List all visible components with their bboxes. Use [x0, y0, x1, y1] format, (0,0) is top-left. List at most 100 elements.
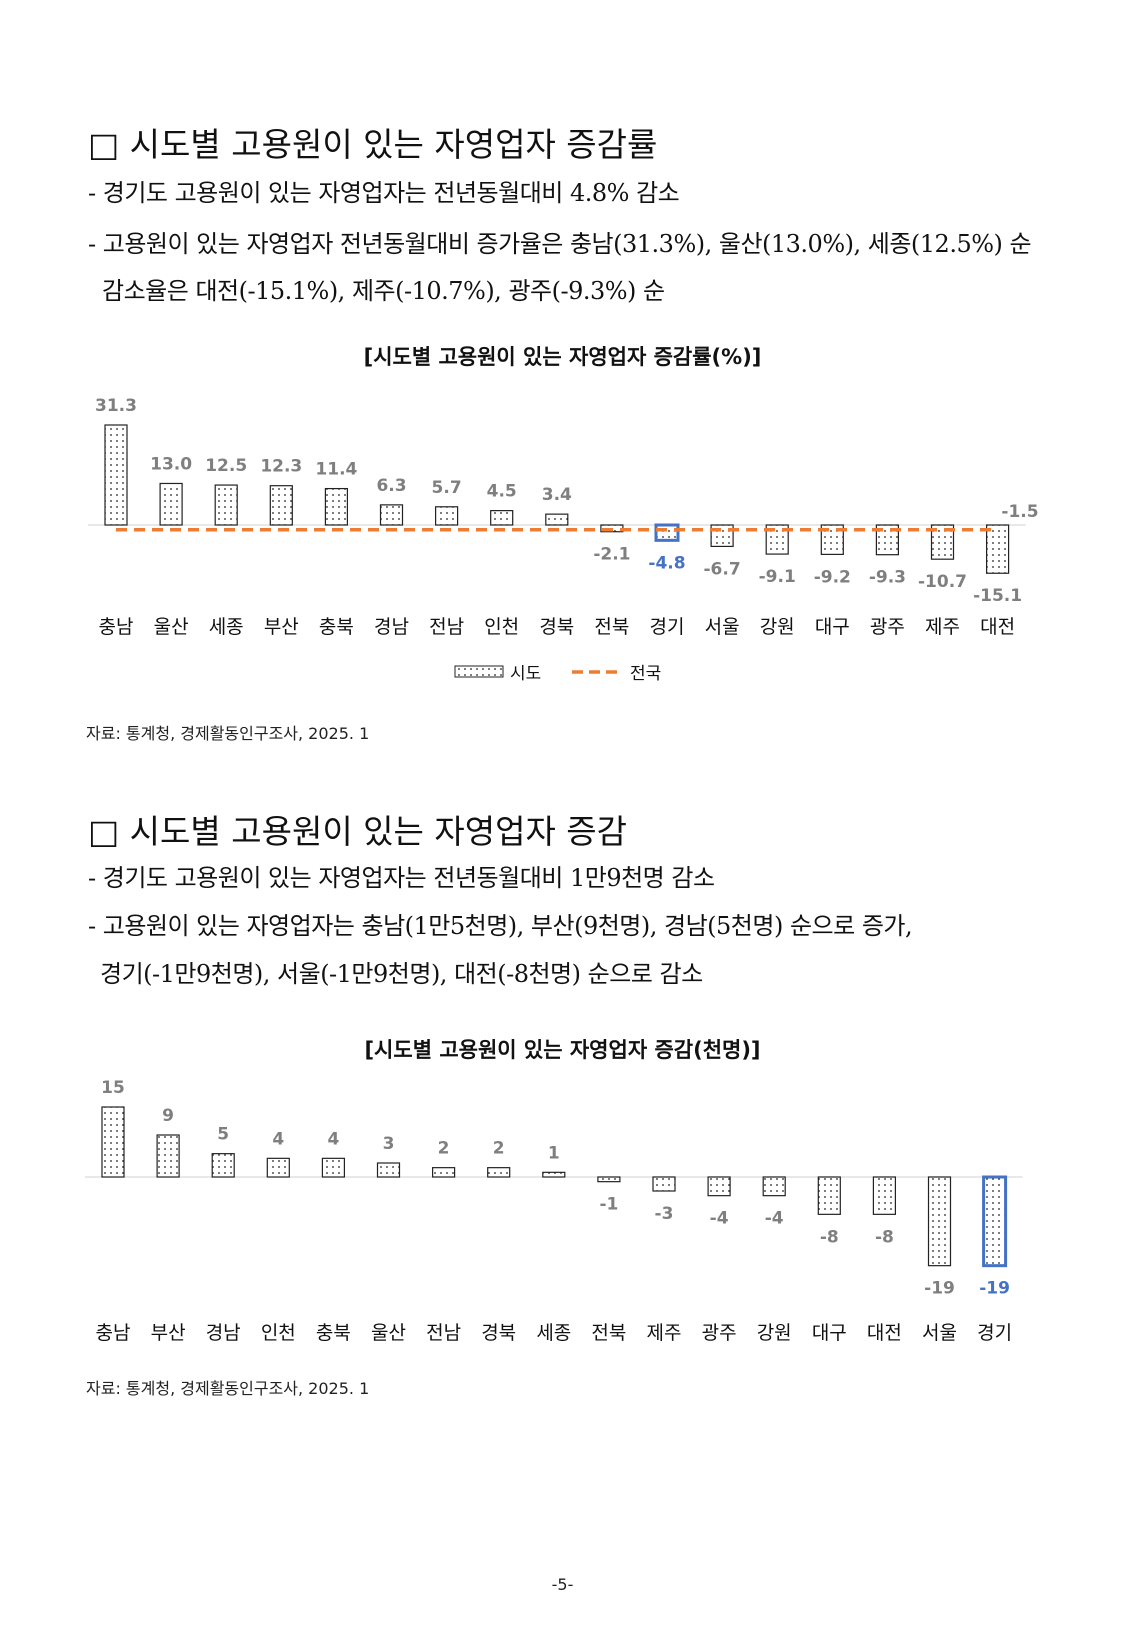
section1-bullet-1: - 경기도 고용원이 있는 자영업자는 전년동월대비 4.8% 감소 — [88, 179, 680, 207]
value-label: -9.1 — [759, 567, 796, 587]
section1-bullet-2: - 고용원이 있는 자영업자 전년동월대비 증가율은 충남(31.3%), 울산… — [88, 230, 1032, 258]
chart2-title: [시도별 고용원이 있는 자영업자 증감(천명)] — [364, 1038, 761, 1062]
category-label: 세종 — [209, 616, 244, 638]
value-label: -19 — [979, 1279, 1010, 1299]
category-label: 경북 — [539, 616, 574, 638]
value-label: 3.4 — [542, 485, 572, 505]
value-label: 2 — [493, 1139, 505, 1159]
category-label: 충남 — [96, 1322, 131, 1344]
section2-bullet-3: 경기(-1만9천명), 서울(-1만9천명), 대전(-8천명) 순으로 감소 — [100, 960, 703, 988]
bar — [817, 1176, 841, 1215]
bar — [490, 510, 514, 526]
category-label: 전남 — [429, 616, 464, 638]
bar — [542, 1171, 566, 1178]
category-label: 부산 — [151, 1322, 186, 1344]
section2-title: □ 시도별 고용원이 있는 자영업자 증감 — [88, 812, 628, 851]
value-label: -4 — [710, 1209, 729, 1229]
bar — [104, 424, 128, 526]
value-label: -1 — [599, 1195, 618, 1215]
category-label: 전북 — [591, 1322, 626, 1344]
bar — [875, 524, 900, 556]
category-label: 경기 — [650, 616, 685, 638]
bar — [930, 524, 955, 560]
value-label: -3 — [655, 1204, 674, 1224]
bar — [765, 524, 789, 555]
category-label: 광주 — [870, 616, 905, 638]
category-label: 인천 — [484, 616, 519, 638]
value-label: 5.7 — [432, 478, 462, 498]
value-label: 3 — [383, 1134, 395, 1154]
value-label: -15.1 — [973, 586, 1022, 606]
page-number: -5- — [551, 1575, 574, 1594]
value-label: -8 — [820, 1227, 839, 1247]
national-label: -1.5 — [1001, 502, 1038, 522]
legend-bar-swatch — [454, 665, 504, 678]
category-label: 경북 — [481, 1322, 516, 1344]
bar — [545, 513, 569, 526]
bar — [266, 1157, 290, 1178]
value-label: 2 — [438, 1139, 450, 1159]
value-label: 4 — [327, 1129, 339, 1149]
value-label: -4 — [765, 1209, 784, 1229]
section2-bullet-1: - 경기도 고용원이 있는 자영업자는 전년동월대비 1만9천명 감소 — [88, 864, 715, 892]
bar — [927, 1176, 952, 1267]
bar — [379, 504, 404, 526]
value-label: 31.3 — [95, 396, 137, 416]
category-label: 대전 — [980, 616, 1015, 638]
category-label: 대구 — [812, 1322, 847, 1344]
category-label: 경남 — [206, 1322, 241, 1344]
category-label: 부산 — [264, 616, 299, 638]
section1-bullet-3: 감소율은 대전(-15.1%), 제주(-10.7%), 광주(-9.3%) 순 — [102, 277, 665, 305]
category-label: 제주 — [647, 1322, 682, 1344]
value-label: -19 — [924, 1279, 955, 1299]
value-label: -9.2 — [814, 567, 851, 587]
bar — [872, 1176, 897, 1215]
category-label: 경기 — [977, 1322, 1012, 1344]
category-label: 서울 — [922, 1322, 957, 1344]
category-label: 충북 — [319, 616, 354, 638]
category-label: 세종 — [536, 1322, 571, 1344]
chart1-source: 자료: 통계청, 경제활동인구조사, 2025. 1 — [86, 724, 370, 743]
category-label: 강원 — [757, 1322, 792, 1344]
chart2-source: 자료: 통계청, 경제활동인구조사, 2025. 1 — [86, 1379, 370, 1398]
legend-label: 시도 — [510, 664, 541, 684]
bar — [707, 1176, 731, 1197]
bar — [321, 1157, 345, 1178]
category-label: 광주 — [702, 1322, 737, 1344]
bar — [101, 1106, 125, 1178]
value-label: 11.4 — [315, 460, 357, 480]
value-label: -4.8 — [648, 553, 685, 573]
category-label: 경남 — [374, 616, 409, 638]
section1-title: □ 시도별 고용원이 있는 자영업자 증감률 — [88, 125, 658, 164]
chart1-svg: 31.3 충남 13.0 울산 12.5 세종 12.3 부산 11.4 충북 6.3 경남 5.7 전남… — [88, 396, 1039, 684]
bar — [985, 524, 1010, 574]
value-label: 15 — [101, 1078, 125, 1098]
bar — [820, 524, 844, 555]
bar — [269, 485, 293, 526]
value-label: 6.3 — [376, 476, 406, 496]
bar — [159, 482, 183, 526]
value-label: -10.7 — [918, 572, 967, 592]
chart2-svg: 15 충남 9 부산 5 경남 4 인천 4 충북 3 울산 2 전남 2 경북 1 세종 -1 전북 -3 제주 -4 광주… — [85, 1078, 1023, 1344]
value-label: 1 — [548, 1143, 560, 1163]
legend-label: 전국 — [630, 664, 661, 684]
category-label: 충남 — [99, 616, 134, 638]
category-label: 충북 — [316, 1322, 351, 1344]
chart1-title: [시도별 고용원이 있는 자영업자 증감률(%)] — [363, 345, 762, 369]
category-label: 인천 — [261, 1322, 296, 1344]
category-label: 대전 — [867, 1322, 902, 1344]
category-label: 대구 — [815, 616, 850, 638]
bar — [376, 1162, 401, 1178]
value-label: 4.5 — [487, 482, 517, 502]
bar — [982, 1175, 1008, 1268]
category-label: 강원 — [760, 616, 795, 638]
category-label: 울산 — [371, 1322, 406, 1344]
bar — [324, 487, 348, 526]
value-label: 4 — [272, 1129, 284, 1149]
bar — [762, 1176, 786, 1197]
bar — [435, 506, 459, 526]
bar — [156, 1134, 180, 1178]
bar — [211, 1153, 235, 1178]
category-label: 제주 — [925, 616, 960, 638]
bar — [487, 1167, 511, 1178]
